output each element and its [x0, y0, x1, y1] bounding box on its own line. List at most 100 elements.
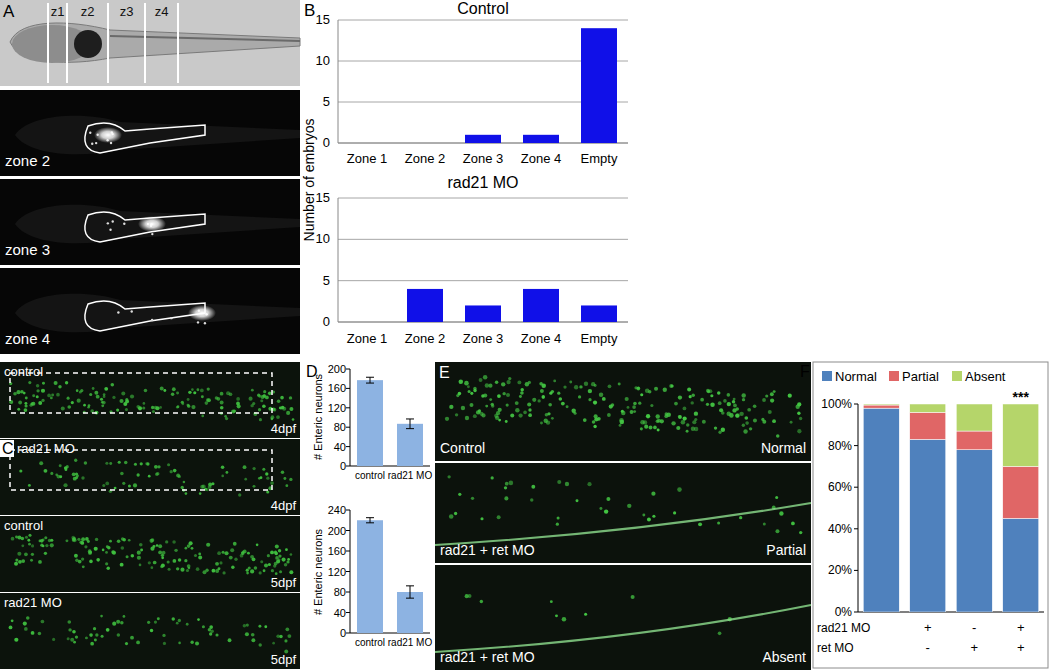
neuron-dot [540, 422, 543, 425]
gut-outline [85, 301, 205, 331]
neuron-dot [17, 408, 20, 411]
tick-label: 0 [340, 460, 346, 472]
neuron-dot [272, 642, 275, 645]
neuron-dot [128, 485, 131, 488]
label: Control [440, 440, 485, 456]
bar [349, 322, 385, 323]
neuron-dot [517, 380, 521, 384]
neuron-dot [611, 403, 615, 407]
neuron-dot [36, 395, 39, 398]
neuron-dot [638, 402, 641, 405]
axis-label: Number of embryos [301, 119, 317, 242]
tick-label: 120 [328, 566, 346, 578]
neuron-dot [94, 547, 98, 551]
neuron-dot [495, 380, 499, 384]
neuron-dot [201, 395, 204, 398]
legend-label: Partial [902, 369, 939, 384]
neuron-dot [75, 635, 78, 638]
neuron-dot [229, 556, 233, 560]
neuron-dot [530, 498, 533, 501]
neuron-dot [539, 382, 543, 386]
neuron-dot [473, 389, 476, 392]
grid-line [338, 20, 628, 21]
neuron-dot [17, 535, 21, 539]
neuron-dot [44, 552, 47, 555]
neuron-dot [799, 531, 802, 534]
bar-segment [910, 439, 946, 612]
neuron-dot [587, 482, 591, 486]
neuron-dot [229, 392, 233, 396]
neuron-dot [657, 429, 660, 432]
neuron-dot [176, 567, 179, 570]
neuron-dot [36, 389, 39, 392]
label: zone 4 [5, 330, 50, 347]
neuron-dot [57, 475, 61, 479]
marks [863, 404, 1039, 612]
tick-label: 80 [334, 586, 346, 598]
error-cap [406, 418, 414, 419]
neuron-dot [555, 614, 558, 617]
legend-swatch [952, 371, 962, 381]
neuron-dot [660, 419, 664, 423]
neuron-dot [84, 461, 87, 464]
neuron-dot [632, 405, 636, 409]
neuron-dot [136, 405, 140, 409]
neuron-dot [70, 638, 74, 642]
neuron-dot [150, 629, 153, 632]
bright-spot [188, 305, 216, 321]
neuron-dot [19, 469, 22, 472]
legend-item: Normal [822, 369, 877, 384]
neuron-dot [739, 516, 742, 519]
neuron-dot [604, 509, 608, 513]
neuron-dot [159, 406, 162, 409]
neuron-dot [790, 421, 793, 424]
neuron-dot [271, 418, 274, 421]
neuron-dot [702, 420, 706, 424]
neuron-dot [753, 418, 757, 422]
neuron-dot [528, 413, 532, 417]
neuron-dot [128, 539, 131, 542]
stacked-chart: NormalPartialAbsent0%20%40%60%80%100%***… [813, 362, 1048, 668]
neuron-dot [233, 409, 236, 412]
zone-line [177, 3, 179, 83]
tick-mark [346, 530, 350, 531]
neuron-dot [449, 405, 453, 409]
neuron-dot [38, 401, 42, 405]
neuron-dot [268, 563, 271, 566]
tick-label: 240 [328, 504, 346, 516]
neuron-dot [243, 624, 246, 627]
neuron-dot [717, 521, 720, 524]
panel-e: ControlNormalrad21 + ret MOPartialrad21 … [435, 362, 811, 670]
neuron-dot [184, 559, 187, 562]
neuron-dot [105, 482, 109, 486]
neuron-dot [772, 419, 776, 423]
neuron-dot [88, 551, 92, 555]
gut-outline [85, 212, 205, 242]
neuron-dot [583, 418, 587, 422]
neuron-dot [735, 414, 739, 418]
y-axis [338, 20, 339, 143]
neuron-dot [162, 551, 166, 555]
neuron-dot [246, 572, 249, 575]
bar [581, 305, 617, 322]
neuron-dot [234, 558, 237, 561]
neuron-dot [497, 515, 501, 519]
neuron-dot [167, 463, 170, 466]
neuron-dot [506, 380, 510, 384]
neuron-dot [495, 416, 499, 420]
neuron-dot [11, 537, 15, 541]
neuron-dot [671, 421, 675, 425]
neuron-dot [174, 549, 177, 552]
neuron-dot [209, 632, 212, 635]
label: rad21 + ret MO [440, 649, 535, 665]
marks [407, 289, 617, 322]
tick-mark [854, 487, 858, 488]
neuron-dot [633, 402, 637, 406]
neuron-dot [215, 633, 218, 636]
neuron-dot [176, 406, 179, 409]
neuron-dot [81, 476, 84, 479]
bar [357, 520, 383, 633]
neuron-dot [678, 415, 681, 418]
neuron-dot [264, 563, 268, 567]
tick-label: 5 [323, 94, 330, 109]
